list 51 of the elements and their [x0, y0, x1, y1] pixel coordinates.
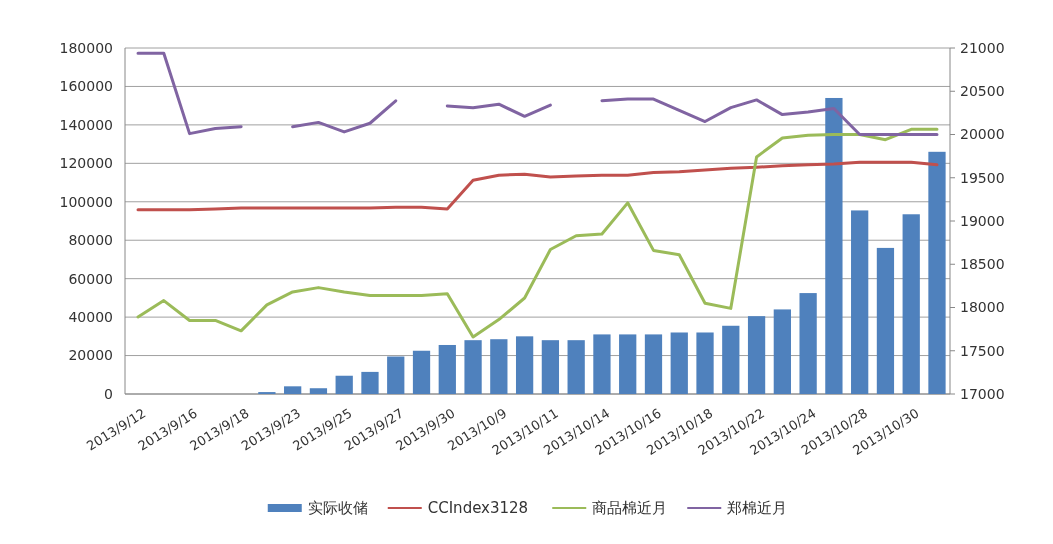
legend-label: 实际收储 [307, 499, 368, 518]
y-tick-label: 180000 [59, 39, 113, 56]
line-series [136, 127, 939, 339]
y-tick-label: 80000 [68, 232, 113, 249]
bar [773, 309, 791, 394]
bar [825, 97, 843, 394]
legend-label: CCIndex3128 [427, 499, 529, 518]
bar [644, 334, 663, 394]
bar [490, 339, 508, 394]
legend-label: 郑棉近月 [727, 499, 788, 518]
bar [619, 334, 637, 394]
bar [309, 388, 328, 394]
bar [593, 334, 611, 394]
y2-tick-label: 17500 [960, 342, 1005, 359]
y-tick-label: 160000 [59, 78, 113, 95]
y2-tick-label: 19000 [960, 212, 1005, 229]
y2-tick-label: 20000 [960, 126, 1005, 143]
bar [851, 210, 869, 394]
y-tick-label: 60000 [68, 270, 113, 287]
y-tick-label: 140000 [59, 116, 113, 133]
y2-tick-label: 18000 [960, 299, 1005, 316]
bar [928, 151, 946, 394]
bar [670, 332, 688, 394]
y2-tick-label: 20500 [960, 83, 1005, 100]
bar [541, 340, 560, 394]
y-tick-label: 20000 [68, 347, 113, 364]
bar [438, 344, 456, 394]
bar [902, 214, 920, 394]
bar [335, 375, 353, 394]
bar [722, 325, 740, 394]
bar [387, 356, 405, 394]
y-tick-label: 0 [104, 385, 113, 402]
y-tick-label: 120000 [59, 155, 113, 172]
bar [464, 340, 482, 394]
bar [799, 293, 817, 394]
y2-tick-label: 17000 [960, 385, 1005, 402]
y2-tick-label: 18500 [960, 256, 1005, 273]
bar [696, 332, 714, 394]
legend-label: 商品棉近月 [592, 499, 668, 518]
bar [567, 340, 585, 394]
bar [361, 371, 379, 394]
bar [284, 386, 302, 394]
bar [515, 336, 534, 394]
y-tick-label: 40000 [68, 309, 113, 326]
y-tick-label: 100000 [59, 193, 113, 210]
bar [876, 247, 895, 394]
bar [747, 316, 766, 394]
bar [412, 350, 431, 394]
y2-tick-label: 21000 [960, 39, 1005, 56]
line-series [136, 160, 939, 212]
y2-tick-label: 19500 [960, 169, 1005, 186]
